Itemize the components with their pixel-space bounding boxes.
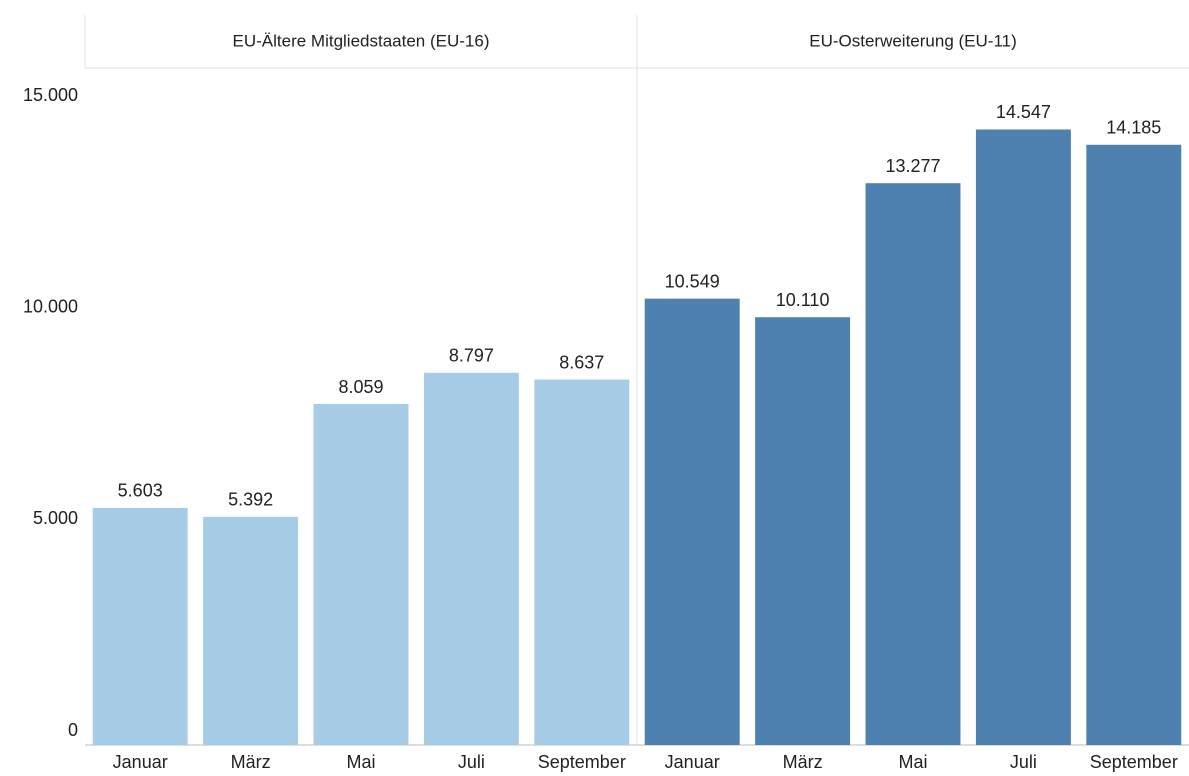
bar: [644, 298, 740, 745]
x-tick-label: Januar: [113, 752, 168, 772]
y-tick-label: 10.000: [23, 297, 78, 317]
x-tick-label: Juli: [1010, 752, 1037, 772]
panel-title: EU-Osterweiterung (EU-11): [809, 31, 1017, 50]
value-label: 5.603: [118, 481, 163, 501]
y-tick-label: 5.000: [33, 508, 78, 528]
bar: [423, 372, 519, 745]
value-label: 14.547: [996, 102, 1051, 122]
value-label: 5.392: [228, 490, 273, 510]
x-tick-label: Mai: [346, 752, 375, 772]
bar: [865, 183, 961, 746]
bar: [203, 516, 299, 745]
x-tick-label: September: [1090, 752, 1178, 772]
bar: [534, 379, 630, 745]
bar: [313, 404, 409, 745]
x-tick-label: März: [783, 752, 823, 772]
value-label: 8.797: [449, 346, 494, 366]
x-tick-label: Juli: [458, 752, 485, 772]
value-label: 13.277: [885, 156, 940, 176]
bar: [1086, 144, 1182, 745]
x-tick-label: Mai: [898, 752, 927, 772]
value-label: 8.637: [559, 352, 604, 372]
x-tick-label: September: [538, 752, 626, 772]
bar: [975, 129, 1071, 746]
bar: [92, 507, 188, 745]
value-label: 8.059: [338, 377, 383, 397]
bar: [755, 317, 851, 745]
value-label: 14.185: [1106, 118, 1161, 138]
value-label: 10.549: [665, 271, 720, 291]
value-label: 10.110: [776, 290, 830, 310]
x-tick-label: März: [231, 752, 271, 772]
y-tick-label: 0: [68, 720, 78, 740]
x-tick-label: Januar: [665, 752, 720, 772]
y-tick-label: 15.000: [23, 85, 78, 105]
panel-title: EU-Ältere Mitgliedstaaten (EU-16): [233, 31, 490, 50]
